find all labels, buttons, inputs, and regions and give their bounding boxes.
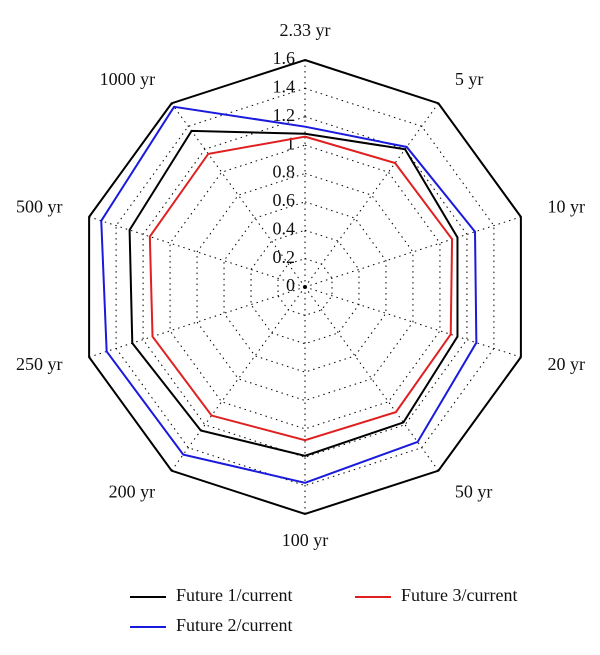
- grid-line: [115, 87, 495, 487]
- legend-label: Future 1/current: [176, 585, 292, 605]
- category-label: 250 yr: [16, 354, 63, 374]
- series-line: [148, 135, 454, 442]
- legend-label: Future 2/current: [176, 615, 292, 635]
- grid-line: [196, 172, 414, 402]
- y-tick-label: 0: [286, 275, 295, 295]
- y-tick-label: 1.2: [273, 105, 296, 125]
- grid-line: [88, 58, 522, 516]
- y-tick-label: 1.6: [273, 48, 296, 68]
- category-label: 200 yr: [109, 481, 156, 501]
- category-label: 100 yr: [282, 530, 329, 550]
- y-tick-label: 0.4: [273, 218, 296, 238]
- category-label: 20 yr: [548, 354, 586, 374]
- category-label: 2.33 yr: [280, 20, 331, 40]
- y-tick-label: 1.4: [273, 77, 296, 97]
- grid-line: [250, 229, 360, 345]
- category-label: 50 yr: [455, 481, 493, 501]
- category-label: 5 yr: [455, 69, 484, 89]
- category-label: 10 yr: [548, 196, 586, 216]
- y-tick-label: 1: [286, 133, 295, 153]
- category-label: 500 yr: [16, 196, 63, 216]
- spoke: [171, 286, 306, 471]
- category-label: 1000 yr: [100, 69, 156, 89]
- spoke: [88, 286, 306, 358]
- legend-label: Future 3/current: [401, 585, 517, 605]
- center-dot: [303, 285, 307, 289]
- y-tick-label: 0.6: [273, 190, 296, 210]
- y-tick-label: 0.2: [273, 247, 296, 267]
- series-line: [100, 105, 478, 484]
- spoke: [304, 216, 522, 288]
- y-tick-label: 0.8: [273, 162, 296, 182]
- series-line: [128, 129, 459, 457]
